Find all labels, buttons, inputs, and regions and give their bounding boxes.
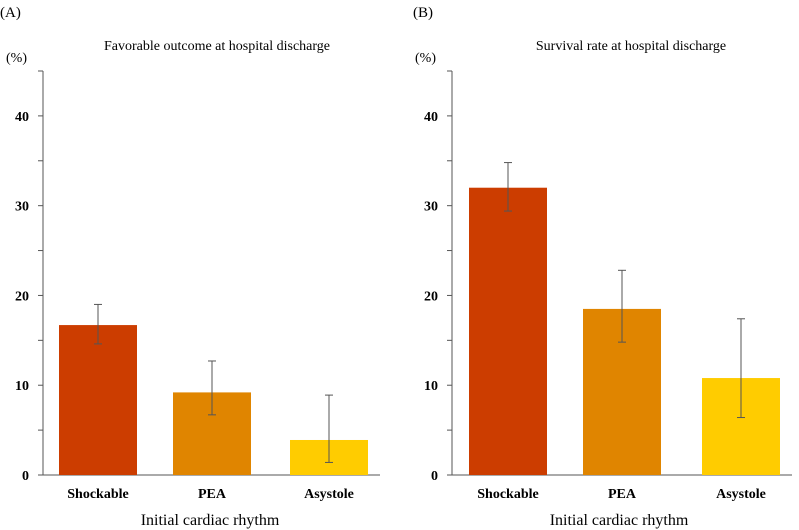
y-tick-label: 30: [424, 200, 438, 215]
bar-shockable: [59, 325, 137, 475]
y-tick-label: 20: [424, 289, 438, 304]
x-axis-label: Initial cardiac rhythm: [141, 512, 280, 529]
y-tick-label: 20: [15, 289, 29, 304]
y-axis-unit: (%): [6, 51, 27, 66]
y-tick-label: 0: [22, 469, 29, 484]
panel-label: (A): [0, 5, 21, 21]
x-category-label: PEA: [608, 487, 637, 502]
y-tick-label: 0: [431, 469, 438, 484]
y-axis-unit: (%): [415, 51, 436, 66]
panel-label: (B): [413, 5, 433, 21]
x-axis-label: Initial cardiac rhythm: [550, 512, 689, 529]
x-category-label: Shockable: [67, 487, 128, 502]
x-category-label: Shockable: [477, 487, 538, 502]
x-category-label: Asystole: [716, 487, 766, 502]
bar-shockable: [469, 187, 547, 475]
y-tick-label: 10: [15, 379, 29, 394]
y-tick-label: 10: [424, 379, 438, 394]
chart-title: Survival rate at hospital discharge: [536, 39, 726, 54]
chart-panel-b: (B) Survival rate at hospital discharge (%…: [413, 5, 792, 529]
y-tick-label: 30: [15, 200, 29, 215]
chart-title: Favorable outcome at hospital discharge: [104, 39, 330, 54]
y-tick-label: 40: [424, 110, 438, 125]
x-category-label: PEA: [198, 487, 227, 502]
y-tick-label: 40: [15, 110, 29, 125]
chart-panel-a: (A) Favorable outcome at hospital dischar…: [0, 5, 380, 529]
x-category-label: Asystole: [304, 487, 354, 502]
